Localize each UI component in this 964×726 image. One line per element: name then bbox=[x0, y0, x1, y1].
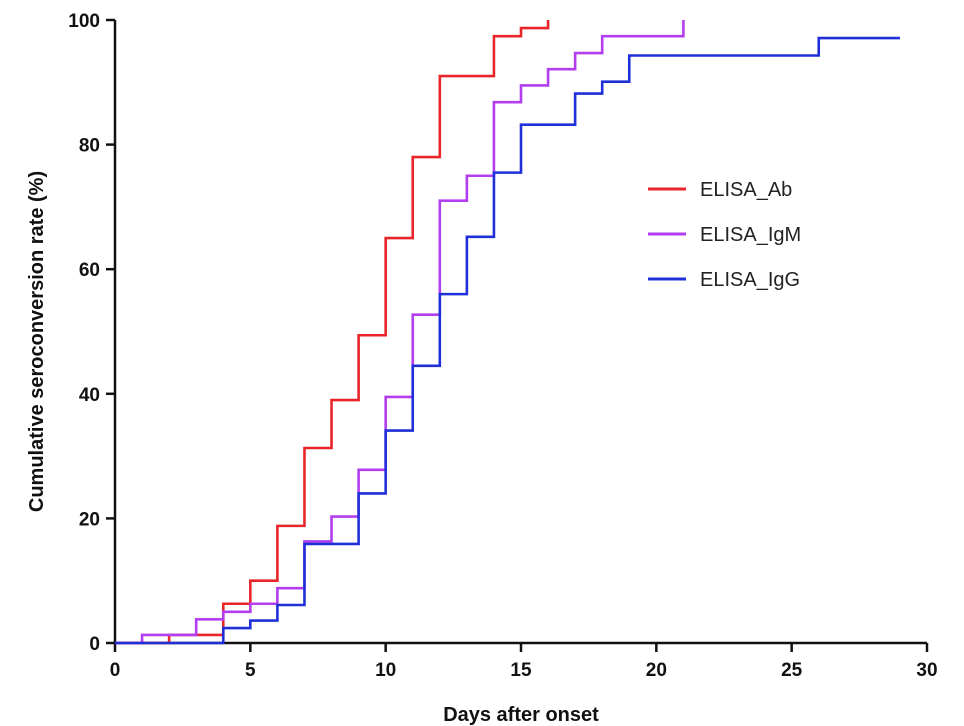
y-tick-label: 0 bbox=[89, 634, 100, 655]
y-tick-label: 100 bbox=[68, 11, 100, 32]
legend-label: ELISA_IgM bbox=[700, 224, 801, 246]
x-tick-label: 0 bbox=[110, 660, 121, 681]
y-tick-label: 60 bbox=[79, 260, 100, 281]
x-tick-label: 30 bbox=[916, 660, 937, 681]
legend: ELISA_Ab ELISA_IgM ELISA_IgG bbox=[648, 179, 801, 291]
x-tick-label: 15 bbox=[510, 660, 532, 681]
y-axis-title: Cumulative seroconversion rate (%) bbox=[26, 171, 48, 512]
x-tick-label: 10 bbox=[375, 660, 396, 681]
legend-label: ELISA_IgG bbox=[700, 269, 800, 291]
x-tick-label: 20 bbox=[646, 660, 667, 681]
y-tick-label: 20 bbox=[79, 509, 100, 530]
legend-label: ELISA_Ab bbox=[700, 179, 792, 201]
ticks: 0 5 10 15 20 25 30 0 20 40 60 80 100 bbox=[68, 11, 937, 681]
series-line-elisa-igg bbox=[115, 36, 900, 645]
y-tick-label: 40 bbox=[79, 385, 100, 406]
x-tick-label: 5 bbox=[245, 660, 256, 681]
series-line-elisa-igm bbox=[115, 20, 685, 645]
axes bbox=[113, 20, 927, 645]
x-tick-label: 25 bbox=[781, 660, 803, 681]
series-line-elisa-ab bbox=[115, 20, 550, 645]
x-axis-title: Days after onset bbox=[443, 704, 599, 726]
y-tick-label: 80 bbox=[79, 136, 100, 157]
series bbox=[115, 20, 900, 645]
